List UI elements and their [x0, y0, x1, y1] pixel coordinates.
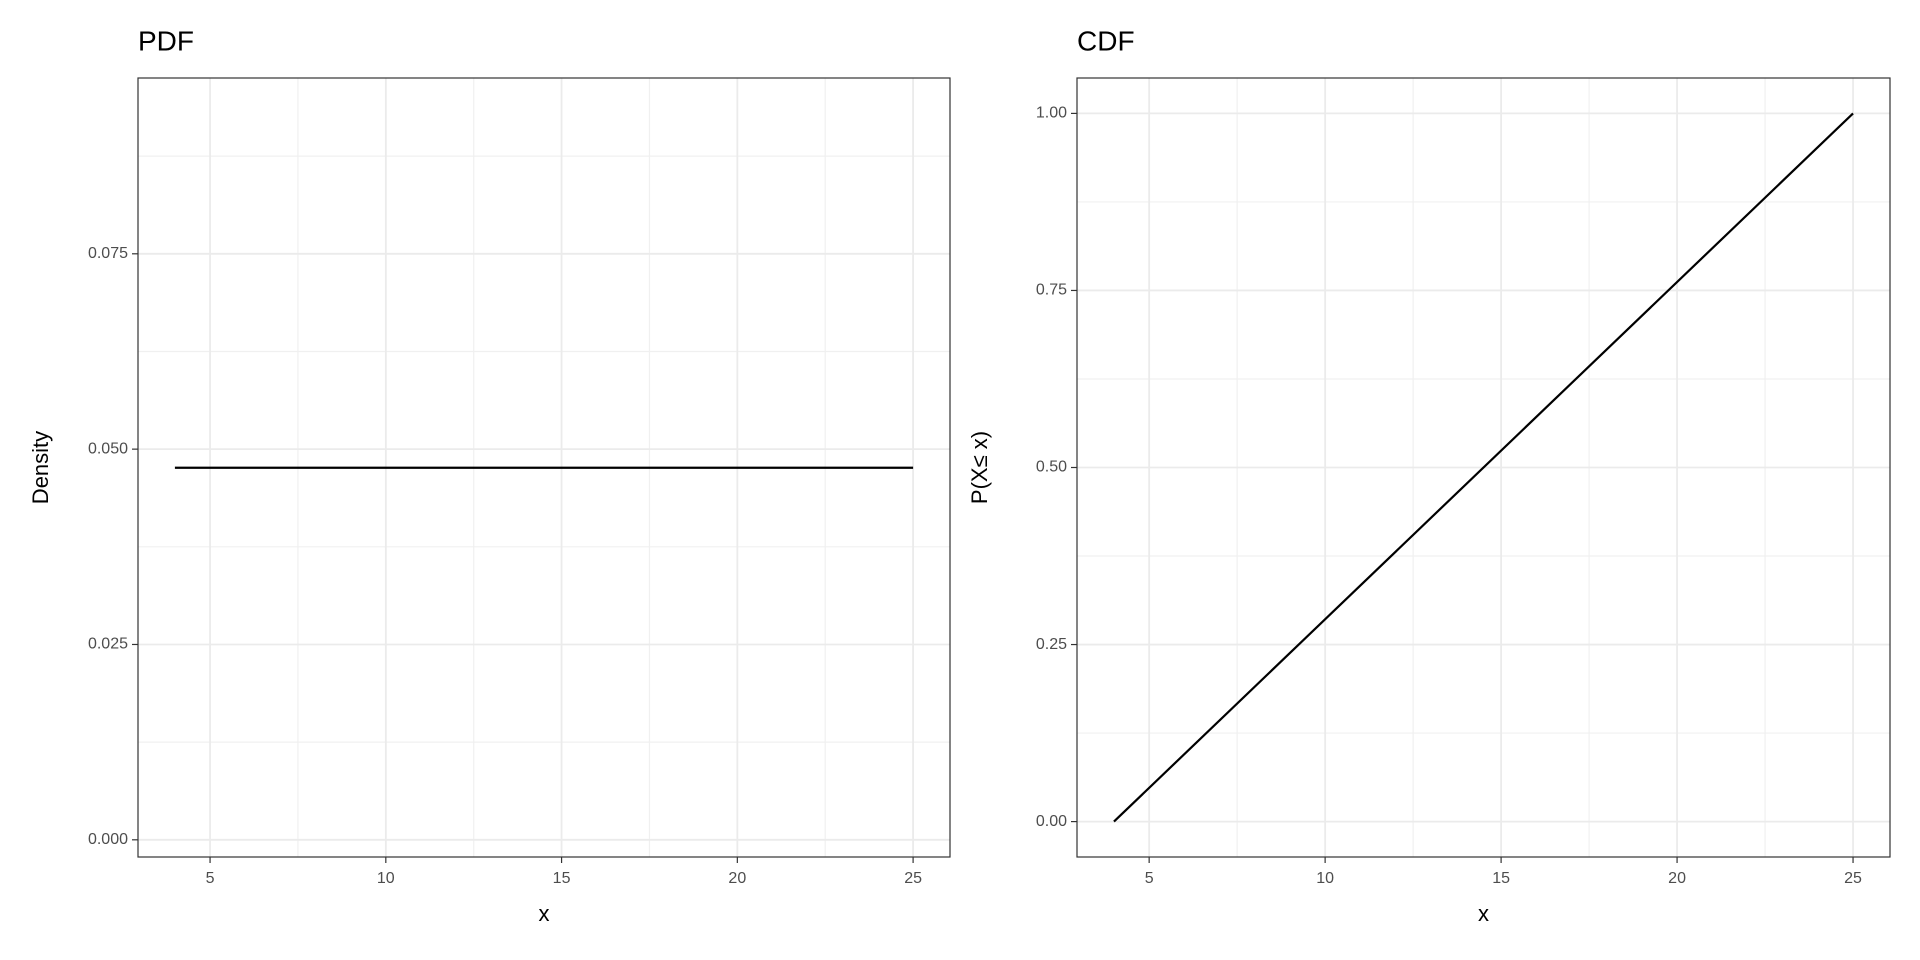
y-axis-title: Density — [28, 431, 53, 504]
y-tick-label: 0.50 — [1036, 459, 1067, 476]
y-tick-label: 0.025 — [88, 636, 128, 653]
y-tick-label: 0.75 — [1036, 282, 1067, 299]
panel: 5 10 15 20 25 0.00 0.25 0.50 0.75 1.00 CDF x P(X≤ x) — [967, 25, 1891, 926]
y-tick-label: 0.00 — [1036, 813, 1067, 830]
y-tick-label: 0.075 — [88, 245, 128, 262]
x-tick-label: 20 — [728, 870, 746, 887]
x-tick-label: 25 — [1844, 870, 1862, 887]
x-axis-title: x — [1478, 901, 1489, 926]
x-tick-label: 15 — [553, 870, 571, 887]
panel-border — [1076, 77, 1891, 858]
x-axis-title: x — [539, 901, 550, 926]
panel: 5 10 15 20 25 0.000 0.025 0.050 0.075 PDF x Density — [28, 25, 951, 926]
chart-title: PDF — [138, 25, 194, 56]
x-tick-label: 25 — [904, 870, 922, 887]
x-tick-label: 20 — [1668, 870, 1686, 887]
x-tick-label: 5 — [206, 870, 215, 887]
y-tick-label: 1.00 — [1036, 105, 1067, 122]
x-tick-label: 10 — [1316, 870, 1334, 887]
x-tick-label: 5 — [1145, 870, 1154, 887]
y-tick-label: 0.000 — [88, 831, 128, 848]
x-tick-label: 15 — [1492, 870, 1510, 887]
y-axis-title: P(X≤ x) — [967, 431, 992, 504]
panel-border — [137, 77, 951, 858]
line — [1113, 112, 1854, 823]
x-tick-label: 10 — [377, 870, 395, 887]
y-tick-label: 0.050 — [88, 440, 128, 457]
y-tick-label: 0.25 — [1036, 636, 1067, 653]
chart-title: CDF — [1077, 25, 1135, 56]
